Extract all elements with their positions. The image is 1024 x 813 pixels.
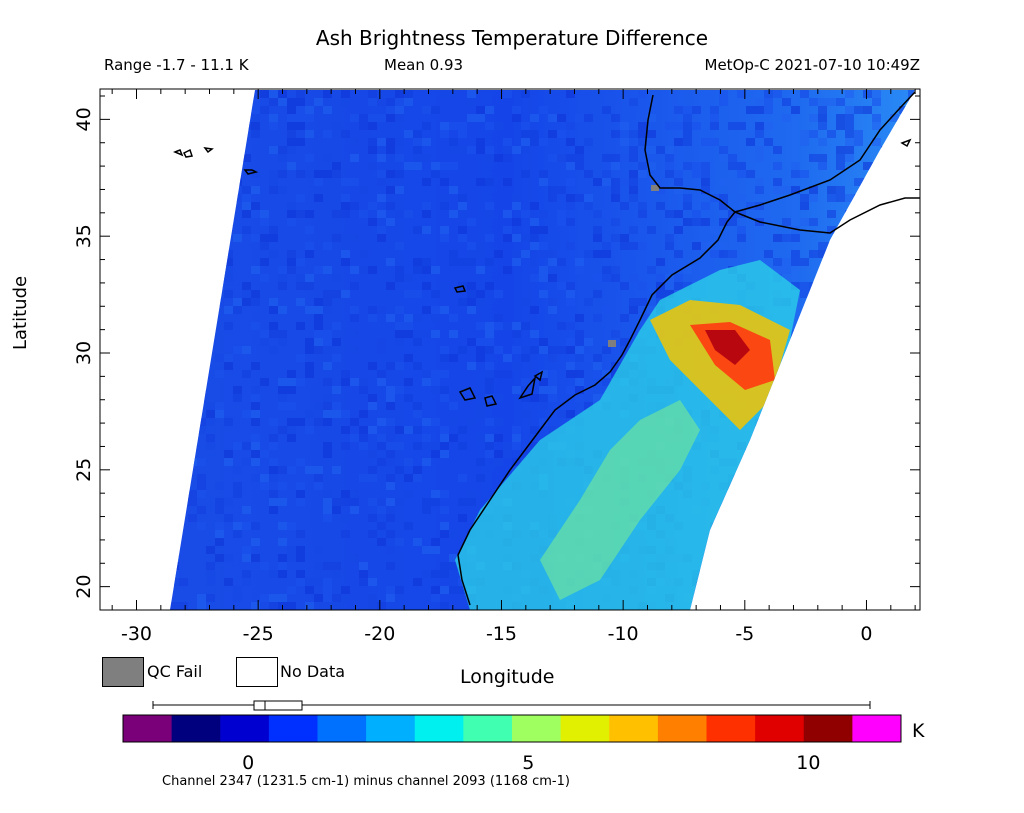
no-data-swatch [236,657,278,687]
y-tick-label: 40 [73,107,95,131]
x-tick-label: 0 [860,623,872,645]
colorbar-segment [414,715,464,742]
colorbar-segment [512,715,562,742]
colorbar-segment [171,715,221,742]
qc-fail-label: QC Fail [147,662,203,681]
y-tick-label: 25 [73,458,95,482]
x-tick-label: -5 [735,623,754,645]
y-tick-label: 20 [73,575,95,599]
no-data-label: No Data [280,662,346,681]
x-axis-label: Longitude [460,666,555,688]
colorbar-segment [852,715,902,742]
satellite-time-readout: MetOp-C 2021-07-10 10:49Z [704,56,920,74]
colorbar-segment [366,715,416,742]
coastline [173,91,920,606]
y-tick-label: 35 [73,224,95,248]
x-tick-label: -20 [364,623,395,645]
colorbar-tick-label: 0 [242,752,254,774]
colorbar-segment [268,715,318,742]
colorbar-segment [657,715,707,742]
colorbar: 0 5 10 [122,700,902,774]
colorbar-segment [706,715,756,742]
x-tick-label: -10 [608,623,639,645]
range-readout: Range -1.7 - 11.1 K [104,56,249,74]
y-tick-label: 30 [73,341,95,365]
colorbar-segment [803,715,853,742]
colorbar-unit: K [912,720,925,742]
swath-image [170,90,915,610]
map-title: Ash Brightness Temperature Difference [315,26,709,50]
x-tick-label: -15 [486,623,517,645]
colorbar-segment [220,715,270,742]
qc-fail-pixel [651,185,659,191]
plot-frame [99,88,921,611]
colorbar-segment [560,715,610,742]
x-tick-label: -25 [243,623,274,645]
x-tick-label: -30 [121,623,152,645]
qc-fail-pixel [608,340,616,347]
colorbar-box [253,700,303,711]
colorbar-segment [317,715,367,742]
y-axis-label: Latitude [10,275,31,350]
mean-readout: Mean 0.93 [384,56,464,74]
colorbar-segment [609,715,659,742]
colorbar-tick-label: 10 [796,752,820,774]
qc-fail-swatch [102,657,144,687]
colorbar-segment [463,715,513,742]
colorbar-segment [123,715,173,742]
colorbar-tick-label: 5 [522,752,534,774]
colorbar-segment [755,715,805,742]
colorbar-footnote: Channel 2347 (1231.5 cm-1) minus channel… [162,774,570,789]
